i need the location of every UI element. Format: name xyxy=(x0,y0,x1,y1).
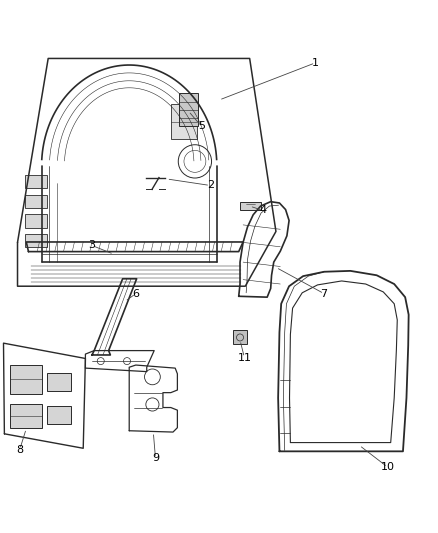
FancyBboxPatch shape xyxy=(25,175,47,188)
Text: 5: 5 xyxy=(198,122,205,131)
FancyBboxPatch shape xyxy=(233,330,247,344)
Text: 7: 7 xyxy=(321,289,328,298)
Text: 2: 2 xyxy=(207,181,214,190)
FancyBboxPatch shape xyxy=(10,403,42,427)
FancyBboxPatch shape xyxy=(240,201,261,209)
FancyBboxPatch shape xyxy=(179,93,198,126)
FancyBboxPatch shape xyxy=(10,365,42,393)
Text: 4: 4 xyxy=(259,205,266,215)
FancyBboxPatch shape xyxy=(25,234,47,247)
FancyBboxPatch shape xyxy=(47,373,71,391)
FancyBboxPatch shape xyxy=(25,214,47,228)
Text: 9: 9 xyxy=(152,454,159,463)
Text: 8: 8 xyxy=(16,445,23,455)
FancyBboxPatch shape xyxy=(47,406,71,424)
FancyBboxPatch shape xyxy=(171,104,197,140)
Text: 6: 6 xyxy=(132,289,139,298)
Text: 3: 3 xyxy=(88,240,95,251)
Text: 11: 11 xyxy=(237,353,251,362)
Text: 1: 1 xyxy=(312,58,319,68)
Text: 10: 10 xyxy=(381,462,395,472)
FancyBboxPatch shape xyxy=(25,195,47,208)
